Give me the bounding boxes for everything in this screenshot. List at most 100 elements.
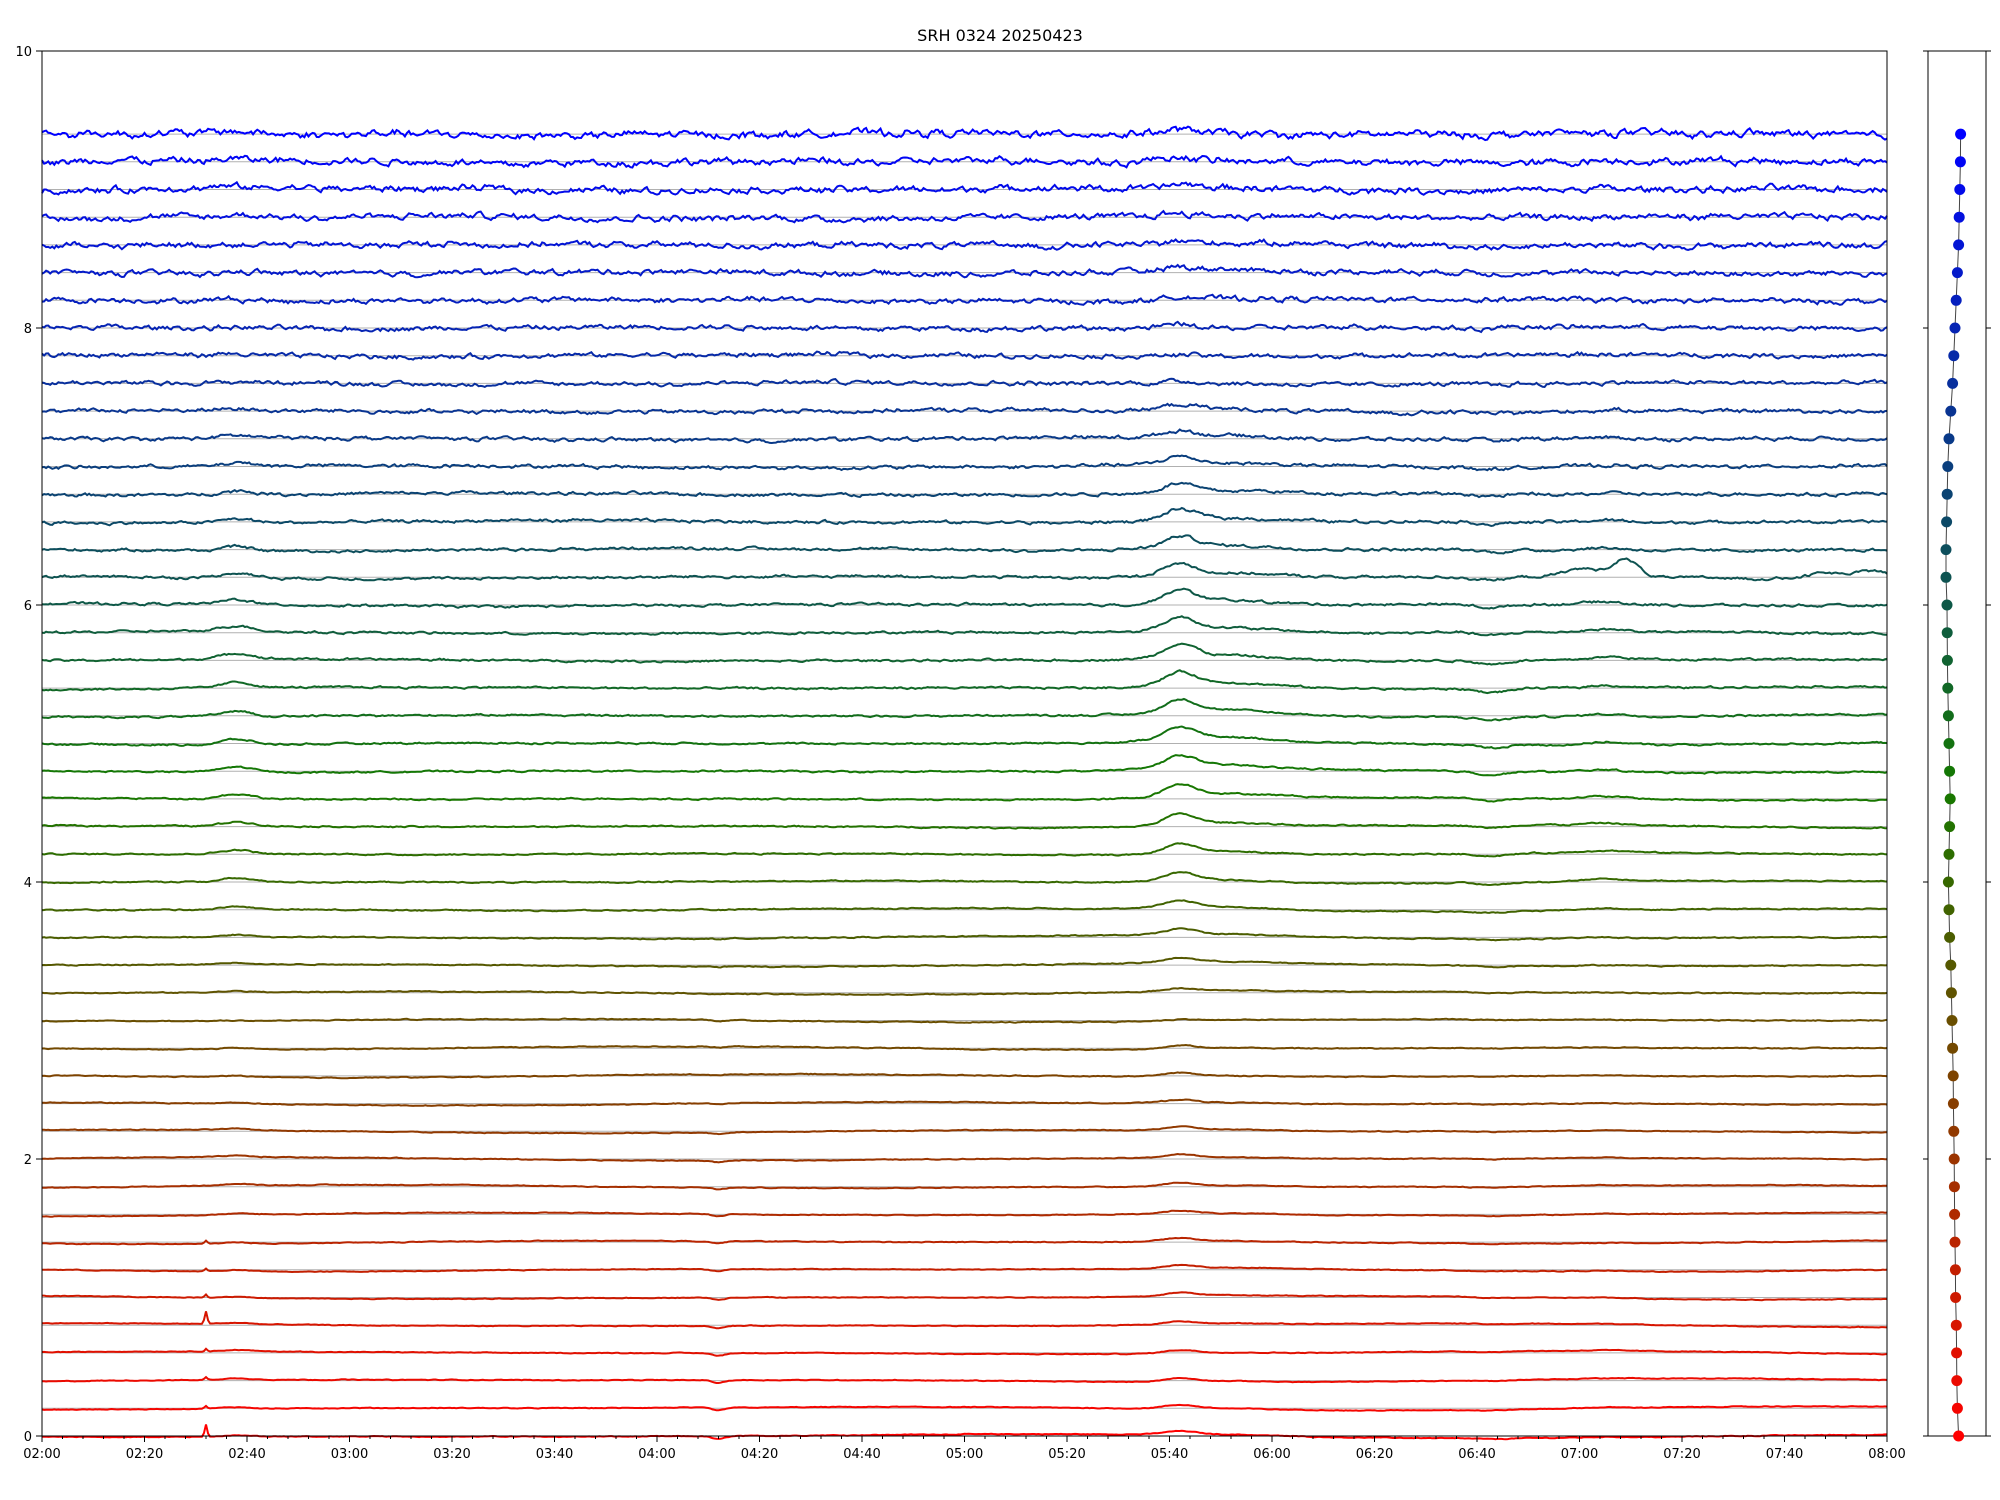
channel-trace: [41, 1071, 1888, 1080]
channel-trace: [42, 1017, 1888, 1024]
channel-trace: [41, 871, 1888, 887]
channel-trace: [41, 377, 1888, 389]
side-dot: [1941, 516, 1953, 528]
side-dot: [1944, 821, 1956, 833]
channel-trace: [41, 754, 1888, 777]
channel-trace: [41, 1375, 1888, 1384]
y-tick-label: 6: [24, 599, 32, 614]
channel-trace: [41, 454, 1888, 472]
x-tick-label: 07:20: [1663, 1447, 1700, 1462]
side-dot: [1951, 1347, 1963, 1359]
side-dot: [1940, 571, 1952, 583]
channel-trace: [41, 1236, 1887, 1246]
y-tick-label: 8: [24, 322, 32, 337]
channel-trace: [42, 1263, 1888, 1274]
side-dot: [1950, 294, 1962, 306]
x-axis: 02:00 02:20 02:40 03:00 03:20 03:40 04:00 04:20…: [23, 1436, 1906, 1462]
side-dot: [1945, 987, 1957, 999]
side-dot: [1942, 461, 1954, 472]
channel-trace: [41, 125, 1888, 142]
channel-trace: [41, 642, 1888, 666]
side-dot: [1947, 377, 1959, 389]
channel-trace: [41, 986, 1888, 997]
side-dot: [1941, 654, 1953, 666]
x-tick-label: 03:00: [331, 1447, 368, 1462]
y-tick-label: 10: [15, 45, 32, 60]
side-dot: [1948, 1125, 1960, 1137]
y-tick-label: 4: [24, 876, 32, 891]
side-dot: [1953, 1430, 1965, 1442]
side-panel-dots: [1940, 128, 1967, 1442]
side-dot: [1950, 1292, 1962, 1303]
x-tick-label: 04:20: [741, 1447, 778, 1462]
channel-trace: [41, 1347, 1888, 1357]
side-dot: [1942, 710, 1954, 722]
channel-trace: [41, 534, 1888, 555]
x-tick-label: 07:00: [1561, 1447, 1598, 1462]
x-tick-label: 07:40: [1766, 1447, 1803, 1462]
x-tick-label: 05:20: [1048, 1447, 1085, 1462]
x-tick-label: 05:40: [1151, 1447, 1188, 1462]
side-dot: [1943, 848, 1955, 860]
channel-trace: [41, 1125, 1887, 1136]
channel-trace: [41, 263, 1888, 279]
side-dot: [1950, 1319, 1962, 1331]
side-dot: [1948, 1153, 1960, 1165]
side-dot: [1949, 322, 1961, 334]
side-dot: [1951, 1375, 1963, 1387]
channel-trace: [41, 154, 1888, 169]
x-tick-label: 06:40: [1458, 1447, 1495, 1462]
side-dot: [1948, 350, 1960, 362]
traces: [41, 125, 1888, 1441]
channel-trace: [41, 1403, 1888, 1412]
side-dot: [1951, 267, 1963, 279]
x-tick-label: 03:20: [433, 1447, 470, 1462]
channel-trace: [41, 293, 1888, 306]
side-dot: [1949, 1264, 1961, 1276]
main-plot: 0 2 4 6 8 10 02:00 02:20 02:40 03:00 03:20 03:40 04…: [15, 45, 1905, 1462]
channel-trace: [41, 1152, 1888, 1164]
x-tick-label: 02:20: [126, 1447, 163, 1462]
side-dot: [1944, 931, 1956, 943]
side-dot: [1943, 433, 1955, 445]
side-dot: [1953, 211, 1965, 223]
channel-trace: [41, 1043, 1888, 1052]
side-dot: [1953, 239, 1965, 251]
side-dot: [1943, 738, 1955, 749]
side-dot: [1944, 793, 1956, 805]
channel-trace: [41, 1209, 1888, 1218]
side-dot: [1947, 1070, 1959, 1082]
channel-trace: [41, 615, 1888, 637]
x-tick-label: 04:40: [843, 1447, 880, 1462]
x-tick-label: 03:40: [536, 1447, 573, 1462]
channel-trace: [41, 812, 1887, 830]
side-dot: [1949, 1236, 1961, 1248]
side-dot: [1941, 599, 1953, 611]
channel-trace: [41, 1311, 1888, 1330]
side-dot: [1949, 1208, 1961, 1220]
side-panel-ticks: [1923, 50, 1991, 1437]
side-panel: [1923, 50, 1991, 1442]
channel-trace: [41, 320, 1888, 334]
channel-trace: [41, 725, 1888, 750]
side-dot: [1944, 765, 1956, 777]
channel-trace: [41, 956, 1888, 969]
channel-trace: [41, 587, 1888, 610]
channel-trace: [41, 697, 1888, 722]
channel-trace: [41, 481, 1888, 499]
channel-trace: [41, 402, 1888, 417]
channel-trace: [41, 927, 1888, 942]
y-axis: 0 2 4 6 8 10: [15, 45, 42, 1445]
channel-trace: [41, 238, 1888, 252]
channel-trace: [41, 209, 1888, 224]
channel-trace: [41, 842, 1888, 858]
side-dot: [1945, 405, 1957, 417]
side-dot: [1948, 1181, 1960, 1193]
x-tick-label: 05:00: [946, 1447, 983, 1462]
channel-trace: [41, 350, 1888, 361]
side-dot: [1947, 1098, 1959, 1110]
side-dot: [1955, 128, 1967, 140]
x-tick-label: 02:40: [228, 1447, 265, 1462]
side-dot: [1943, 904, 1955, 916]
channel-trace: [41, 899, 1888, 914]
